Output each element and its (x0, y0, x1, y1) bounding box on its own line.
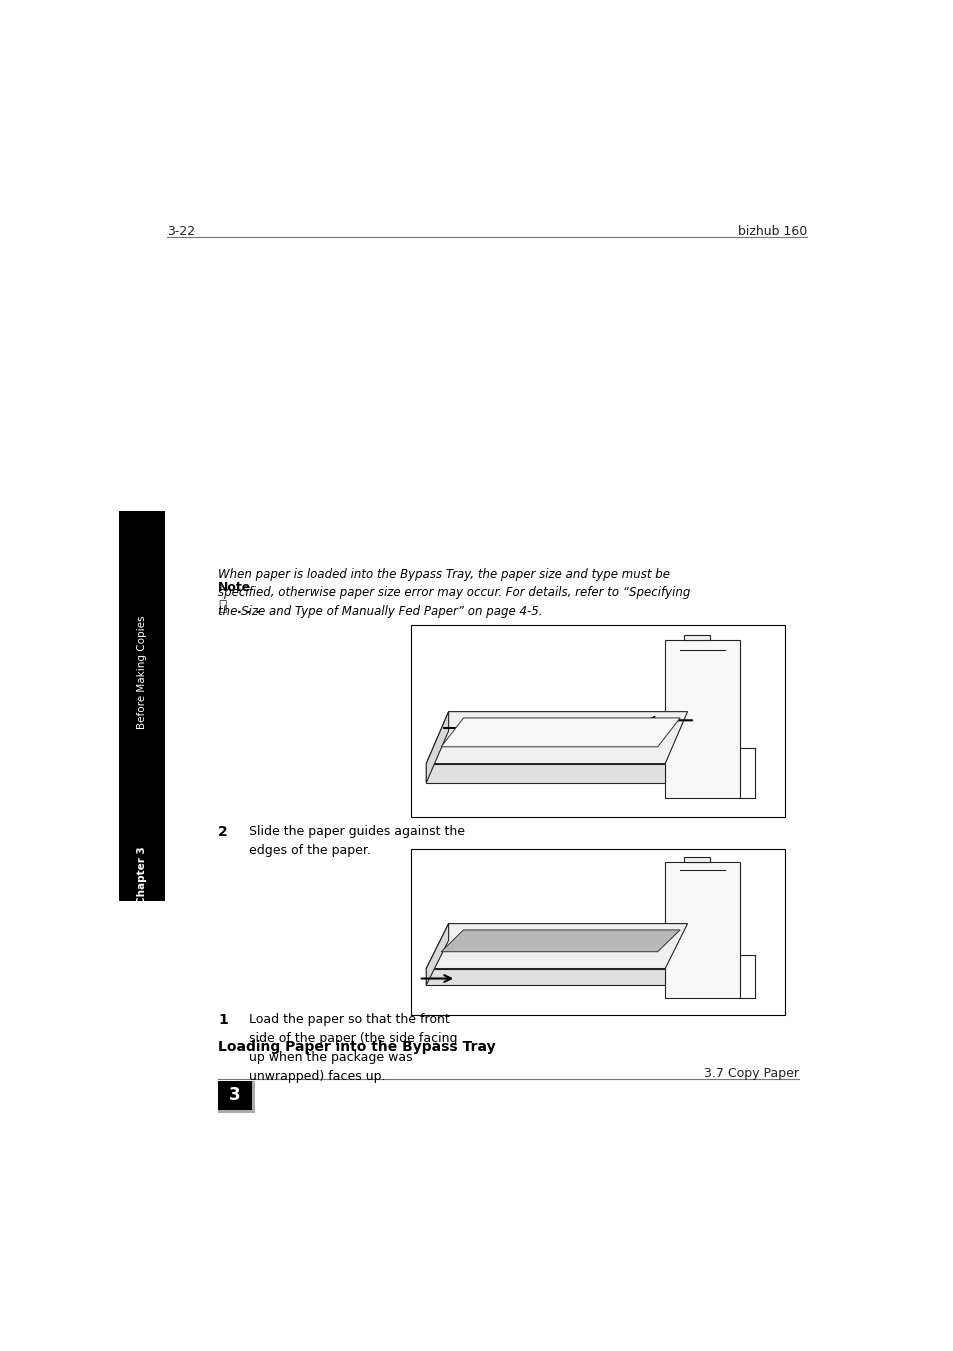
Text: 3: 3 (229, 1086, 240, 1104)
Bar (252, 1081, 255, 1109)
Text: 🖊: 🖊 (218, 598, 227, 613)
Text: When paper is loaded into the Bypass Tray, the paper size and type must be
speci: When paper is loaded into the Bypass Tra… (218, 567, 690, 617)
Text: 3-22: 3-22 (167, 224, 195, 238)
Bar (218, 1109, 255, 1113)
Text: 3.7 Copy Paper: 3.7 Copy Paper (703, 1067, 799, 1079)
Text: Chapter 3: Chapter 3 (137, 846, 147, 904)
Bar (218, 1081, 252, 1109)
Text: Note: Note (218, 581, 252, 594)
Polygon shape (426, 969, 664, 985)
Text: Loading Paper into the Bypass Tray: Loading Paper into the Bypass Tray (218, 1040, 496, 1054)
Text: Load the paper so that the front
side of the paper (the side facing
up when the : Load the paper so that the front side of… (249, 1013, 456, 1084)
Text: Slide the paper guides against the
edges of the paper.: Slide the paper guides against the edges… (249, 824, 464, 857)
Polygon shape (426, 712, 448, 782)
Text: 1: 1 (218, 1013, 228, 1027)
Polygon shape (426, 763, 664, 782)
Text: Before Making Copies: Before Making Copies (137, 615, 147, 728)
Bar (411, 626, 783, 817)
Text: . . .: . . . (236, 603, 259, 616)
Polygon shape (440, 717, 679, 747)
Text: 2: 2 (218, 824, 228, 839)
Polygon shape (426, 924, 448, 985)
Polygon shape (440, 929, 679, 951)
Bar (411, 848, 783, 1015)
Bar (683, 635, 709, 640)
Polygon shape (426, 924, 687, 969)
Bar (664, 862, 740, 998)
Polygon shape (426, 712, 687, 763)
Bar (119, 511, 165, 901)
Bar (683, 857, 709, 862)
Text: bizhub 160: bizhub 160 (737, 224, 806, 238)
Bar (664, 640, 740, 798)
